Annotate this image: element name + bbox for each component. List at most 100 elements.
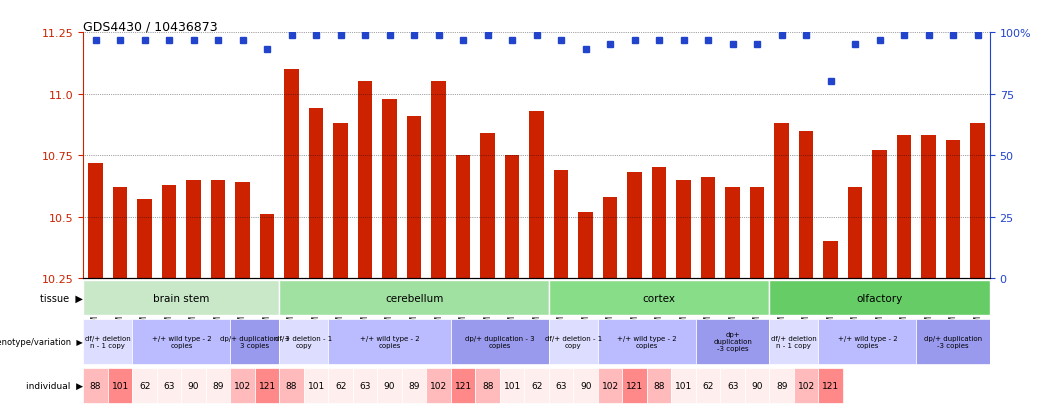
FancyBboxPatch shape [573, 368, 598, 403]
Text: +/+ wild type - 2
copies: +/+ wild type - 2 copies [617, 335, 676, 348]
Bar [138, 200, 152, 278]
Text: 90: 90 [188, 381, 199, 390]
FancyBboxPatch shape [426, 368, 451, 403]
FancyBboxPatch shape [622, 368, 647, 403]
Text: 89: 89 [213, 381, 224, 390]
FancyBboxPatch shape [794, 368, 818, 403]
Text: 63: 63 [555, 381, 567, 390]
Bar [431, 82, 446, 278]
Bar [774, 124, 789, 278]
Bar [627, 173, 642, 278]
Text: tissue  ▶: tissue ▶ [41, 293, 83, 303]
FancyBboxPatch shape [818, 320, 916, 364]
Bar [578, 212, 593, 278]
FancyBboxPatch shape [549, 368, 573, 403]
Bar [480, 134, 495, 278]
Bar [676, 180, 691, 278]
Text: 121: 121 [258, 381, 276, 390]
Bar [750, 188, 765, 278]
Bar [333, 124, 348, 278]
FancyBboxPatch shape [353, 368, 377, 403]
Text: 102: 102 [430, 381, 447, 390]
Bar [701, 178, 716, 278]
FancyBboxPatch shape [598, 368, 622, 403]
FancyBboxPatch shape [304, 368, 328, 403]
FancyBboxPatch shape [818, 368, 843, 403]
Text: cerebellum: cerebellum [384, 293, 443, 303]
Text: 88: 88 [286, 381, 297, 390]
Bar [357, 82, 372, 278]
Text: genotype/variation  ▶: genotype/variation ▶ [0, 337, 83, 346]
Text: df/+ deletion - 1
copy: df/+ deletion - 1 copy [275, 335, 332, 348]
FancyBboxPatch shape [745, 368, 769, 403]
Text: 88: 88 [653, 381, 665, 390]
Text: 121: 121 [626, 381, 643, 390]
Bar [946, 141, 961, 278]
Text: df/+ deletion
n - 1 copy: df/+ deletion n - 1 copy [771, 335, 817, 348]
FancyBboxPatch shape [598, 320, 696, 364]
FancyBboxPatch shape [108, 368, 132, 403]
Text: dp/+ duplication - 3
3 copies: dp/+ duplication - 3 3 copies [220, 335, 290, 348]
FancyBboxPatch shape [769, 368, 794, 403]
FancyBboxPatch shape [769, 320, 818, 364]
FancyBboxPatch shape [181, 368, 206, 403]
Bar [406, 116, 421, 278]
FancyBboxPatch shape [83, 280, 279, 315]
Bar [259, 215, 274, 278]
Text: 102: 102 [234, 381, 251, 390]
Text: 63: 63 [359, 381, 371, 390]
Text: 90: 90 [580, 381, 592, 390]
FancyBboxPatch shape [696, 320, 769, 364]
Text: 90: 90 [751, 381, 763, 390]
Text: 101: 101 [111, 381, 129, 390]
FancyBboxPatch shape [402, 368, 426, 403]
Bar [872, 151, 887, 278]
Text: 62: 62 [139, 381, 150, 390]
FancyBboxPatch shape [206, 368, 230, 403]
FancyBboxPatch shape [524, 368, 549, 403]
Bar [504, 156, 520, 278]
FancyBboxPatch shape [279, 368, 304, 403]
Bar [970, 124, 985, 278]
Bar [799, 131, 814, 278]
FancyBboxPatch shape [279, 320, 328, 364]
Text: 63: 63 [164, 381, 175, 390]
Bar [725, 188, 740, 278]
Text: df/+ deletion
n - 1 copy: df/+ deletion n - 1 copy [85, 335, 130, 348]
FancyBboxPatch shape [671, 368, 696, 403]
FancyBboxPatch shape [83, 320, 132, 364]
FancyBboxPatch shape [83, 368, 108, 403]
Text: 88: 88 [481, 381, 493, 390]
FancyBboxPatch shape [132, 320, 230, 364]
FancyBboxPatch shape [720, 368, 745, 403]
FancyBboxPatch shape [549, 280, 769, 315]
FancyBboxPatch shape [451, 320, 549, 364]
Text: 62: 62 [702, 381, 714, 390]
Text: olfactory: olfactory [857, 293, 902, 303]
Bar [455, 156, 471, 278]
FancyBboxPatch shape [328, 320, 451, 364]
Text: 89: 89 [408, 381, 420, 390]
Text: dp/+ duplication - 3
copies: dp/+ duplication - 3 copies [465, 335, 535, 348]
FancyBboxPatch shape [279, 280, 549, 315]
Bar [162, 185, 176, 278]
Text: 89: 89 [776, 381, 788, 390]
Text: 102: 102 [797, 381, 815, 390]
Bar [921, 136, 936, 278]
Bar [235, 183, 250, 278]
Bar [602, 197, 618, 278]
FancyBboxPatch shape [696, 368, 720, 403]
FancyBboxPatch shape [328, 368, 353, 403]
FancyBboxPatch shape [500, 368, 524, 403]
Bar [897, 136, 912, 278]
Text: individual  ▶: individual ▶ [26, 381, 83, 390]
Text: 62: 62 [334, 381, 346, 390]
Bar [848, 188, 863, 278]
Text: 101: 101 [503, 381, 521, 390]
Text: 121: 121 [822, 381, 839, 390]
FancyBboxPatch shape [451, 368, 475, 403]
Bar [284, 70, 299, 278]
Text: 101: 101 [307, 381, 325, 390]
Bar [553, 171, 569, 278]
FancyBboxPatch shape [769, 280, 990, 315]
